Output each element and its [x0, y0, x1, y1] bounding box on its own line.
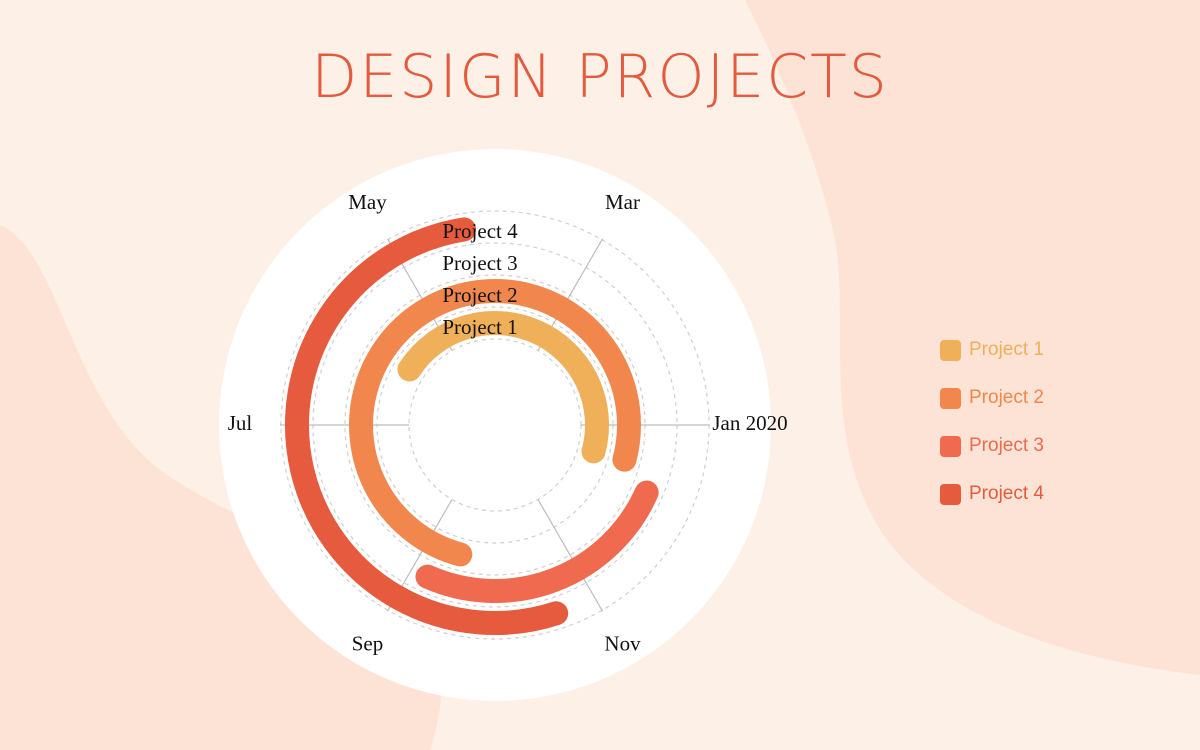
ring-label: Project 3 [442, 251, 517, 275]
legend-item-project-3[interactable]: Project 3 [940, 434, 1044, 458]
tick-label: Nov [604, 632, 641, 656]
chart-legend: Project 1 Project 2 Project 3 Project 4 [940, 338, 1044, 530]
legend-label: Project 3 [969, 435, 1044, 456]
legend-swatch [940, 387, 961, 409]
chart-ring-labels: Project 1 Project 2 Project 3 Project 4 [442, 219, 518, 339]
tick-label: Jul [228, 411, 253, 435]
legend-label: Project 1 [969, 339, 1044, 360]
ring-label: Project 1 [442, 315, 517, 339]
bar-project-3 [415, 480, 659, 603]
ring-label: Project 4 [442, 219, 518, 243]
ring-label: Project 2 [442, 283, 517, 307]
legend-label: Project 2 [969, 387, 1044, 408]
bar-project-1 [397, 311, 609, 464]
legend-item-project-1[interactable]: Project 1 [940, 338, 1044, 362]
chart-bars [285, 217, 659, 635]
tick-label: Mar [605, 190, 640, 214]
tick-label: May [348, 190, 387, 214]
legend-swatch [940, 435, 961, 457]
legend-label: Project 4 [969, 483, 1044, 504]
spoke-line [537, 499, 604, 612]
legend-item-project-4[interactable]: Project 4 [940, 482, 1044, 506]
legend-swatch [940, 339, 961, 361]
tick-label: Jan 2020 [712, 411, 787, 435]
tick-label: Sep [352, 632, 384, 656]
page-title: DESIGN PROJECTS [311, 42, 889, 112]
legend-swatch [940, 483, 961, 505]
bar-project-2 [349, 279, 641, 567]
chart-tick-labels: Jan 2020 Mar May Jul Sep Nov [228, 190, 788, 656]
bg-blob-right [745, 0, 1200, 675]
legend-item-project-2[interactable]: Project 2 [940, 386, 1044, 410]
bar-project-4 [285, 217, 569, 635]
